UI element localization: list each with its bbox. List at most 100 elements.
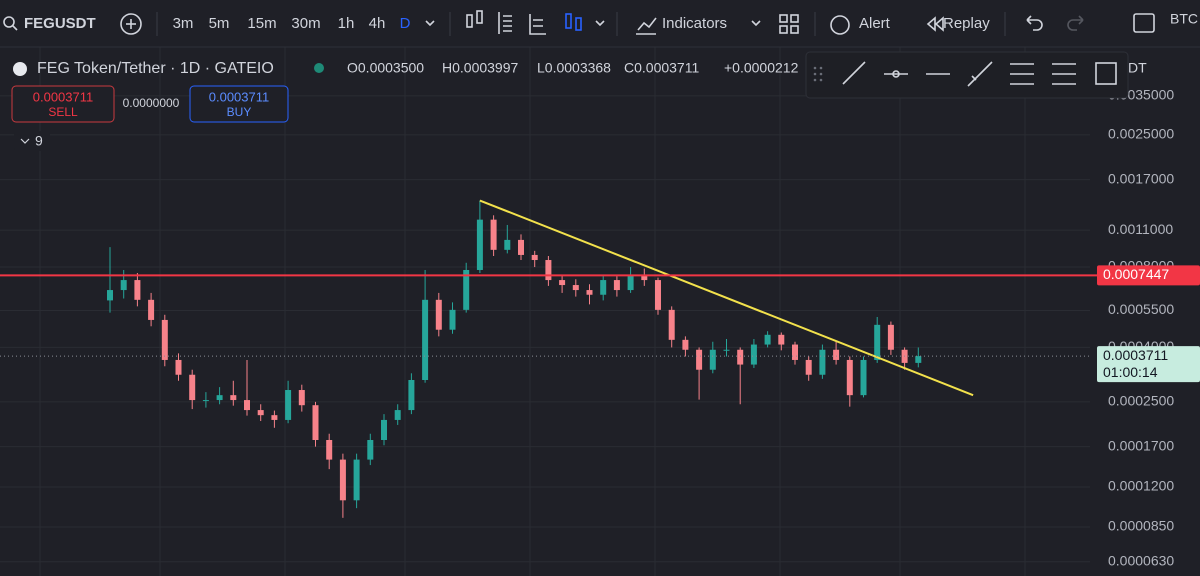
candle-body [298, 390, 305, 406]
legend-change: +0.0000212 [724, 60, 799, 76]
compare-icon[interactable] [1133, 13, 1155, 33]
candle-body [244, 400, 250, 411]
indicators-button[interactable]: Indicators [662, 15, 727, 32]
price-line-label: 0.0007447 [1103, 266, 1169, 282]
candle-body [161, 319, 168, 360]
alert-icon [830, 15, 850, 35]
candle-body [312, 405, 319, 440]
countdown: 01:00:14 [1103, 364, 1158, 380]
legend-open: O0.0003500 [347, 60, 424, 76]
indicator-toggle[interactable] [14, 131, 50, 151]
drawing-toolbar [805, 51, 1129, 99]
tool [892, 70, 900, 78]
market-status [314, 63, 324, 73]
candle-body [655, 280, 661, 310]
interval-button[interactable]: 1h [338, 15, 355, 32]
candle-body [148, 299, 155, 320]
intervals: 3m 5m 15m 30m 1h 4h D [173, 15, 411, 32]
last-price-tag [1097, 346, 1200, 383]
candle-body [422, 299, 429, 380]
y-tick-label: 0.0000630 [1108, 552, 1174, 568]
candle-body [559, 280, 566, 286]
candle-body [709, 349, 716, 370]
search-icon[interactable] [3, 16, 15, 28]
tool [1010, 63, 1034, 85]
icon [498, 12, 512, 34]
interval-button[interactable]: 4h [369, 15, 386, 32]
candle-body [518, 239, 524, 255]
candle-body [805, 359, 812, 375]
compare-symbol[interactable]: BTC [1170, 11, 1198, 27]
currency: DT [1128, 60, 1147, 76]
buy-label: BUY [227, 105, 252, 119]
candle-body [531, 254, 538, 261]
indicators-icon [636, 17, 657, 35]
icon [565, 13, 572, 29]
candle-body [449, 309, 456, 330]
candle-body [682, 339, 689, 350]
chart-type-icons[interactable] [466, 10, 582, 35]
candle-body [463, 269, 470, 310]
chevron[interactable] [595, 20, 605, 27]
price-line-tag [1097, 265, 1200, 286]
candle-body [846, 359, 853, 396]
undo[interactable] [1026, 15, 1043, 31]
indicator-count: 9 [35, 133, 43, 149]
candle-body [668, 309, 675, 340]
chevron[interactable] [751, 20, 761, 27]
interval-button[interactable]: D [400, 15, 411, 32]
interval-button[interactable]: 3m [173, 15, 194, 32]
candle-body [353, 459, 360, 501]
sell-button[interactable] [11, 85, 115, 123]
candle-body [271, 415, 278, 420]
trendline [479, 199, 974, 397]
add-symbol[interactable] [120, 13, 142, 35]
candle-body [189, 374, 196, 401]
symbol[interactable]: FEGUSDT [24, 15, 96, 32]
buy-button[interactable] [189, 85, 289, 123]
candle-body [723, 349, 730, 351]
alert-button[interactable]: Alert [859, 15, 891, 32]
icon [575, 17, 582, 31]
chevron[interactable] [425, 20, 435, 27]
y-tick-label: 0.0005500 [1108, 301, 1174, 317]
chevron [20, 138, 30, 144]
symbol-clip: FEGUSDT [24, 15, 96, 32]
candle-body [545, 260, 552, 281]
candle-body [627, 274, 634, 291]
candle-body [572, 285, 579, 291]
candle-body [257, 410, 264, 416]
candle-body [175, 359, 182, 375]
interval-button[interactable]: 30m [291, 15, 320, 32]
price-axis: 0.00350000.00250000.00170000.00110000.00… [1097, 87, 1200, 568]
interval-button[interactable]: 15m [247, 15, 276, 32]
y-tick-label: 0.0001700 [1108, 437, 1174, 453]
candle-body [490, 219, 497, 250]
icon [466, 14, 473, 28]
candle-body [696, 349, 703, 370]
candle-body [586, 290, 593, 295]
last-price-label: 0.0003711 [1103, 347, 1168, 363]
candle-body [641, 274, 648, 281]
icon [790, 14, 799, 23]
legend-title: FEG Token/Tether · 1D · GATEIO [37, 60, 274, 77]
candle-body [120, 280, 127, 291]
legend-high: H0.0003997 [442, 60, 519, 76]
interval-button[interactable]: 5m [209, 15, 230, 32]
redo[interactable] [1067, 15, 1084, 31]
y-tick-label: 0.0011000 [1108, 221, 1173, 237]
drawing-toolbar-bg [805, 51, 1129, 99]
candle-body [874, 324, 881, 360]
sell-price: 0.0003711 [33, 89, 94, 104]
layout-icon[interactable] [779, 14, 799, 34]
icon [529, 14, 546, 35]
replay-button[interactable]: Replay [943, 15, 990, 32]
legend-low: L0.0003368 [537, 60, 611, 76]
candle-body [819, 349, 826, 375]
candle-body [887, 324, 894, 350]
drawing-tools[interactable] [842, 61, 1117, 87]
candle-body [860, 359, 867, 396]
buy-price: 0.0003711 [209, 89, 270, 104]
